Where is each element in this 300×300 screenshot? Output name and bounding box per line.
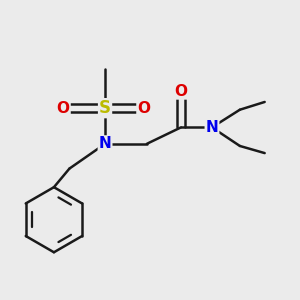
Text: O: O	[137, 101, 150, 116]
Text: N: N	[99, 136, 111, 151]
Text: N: N	[206, 120, 218, 135]
Text: O: O	[57, 101, 70, 116]
Text: S: S	[99, 99, 111, 117]
Text: O: O	[175, 84, 188, 99]
